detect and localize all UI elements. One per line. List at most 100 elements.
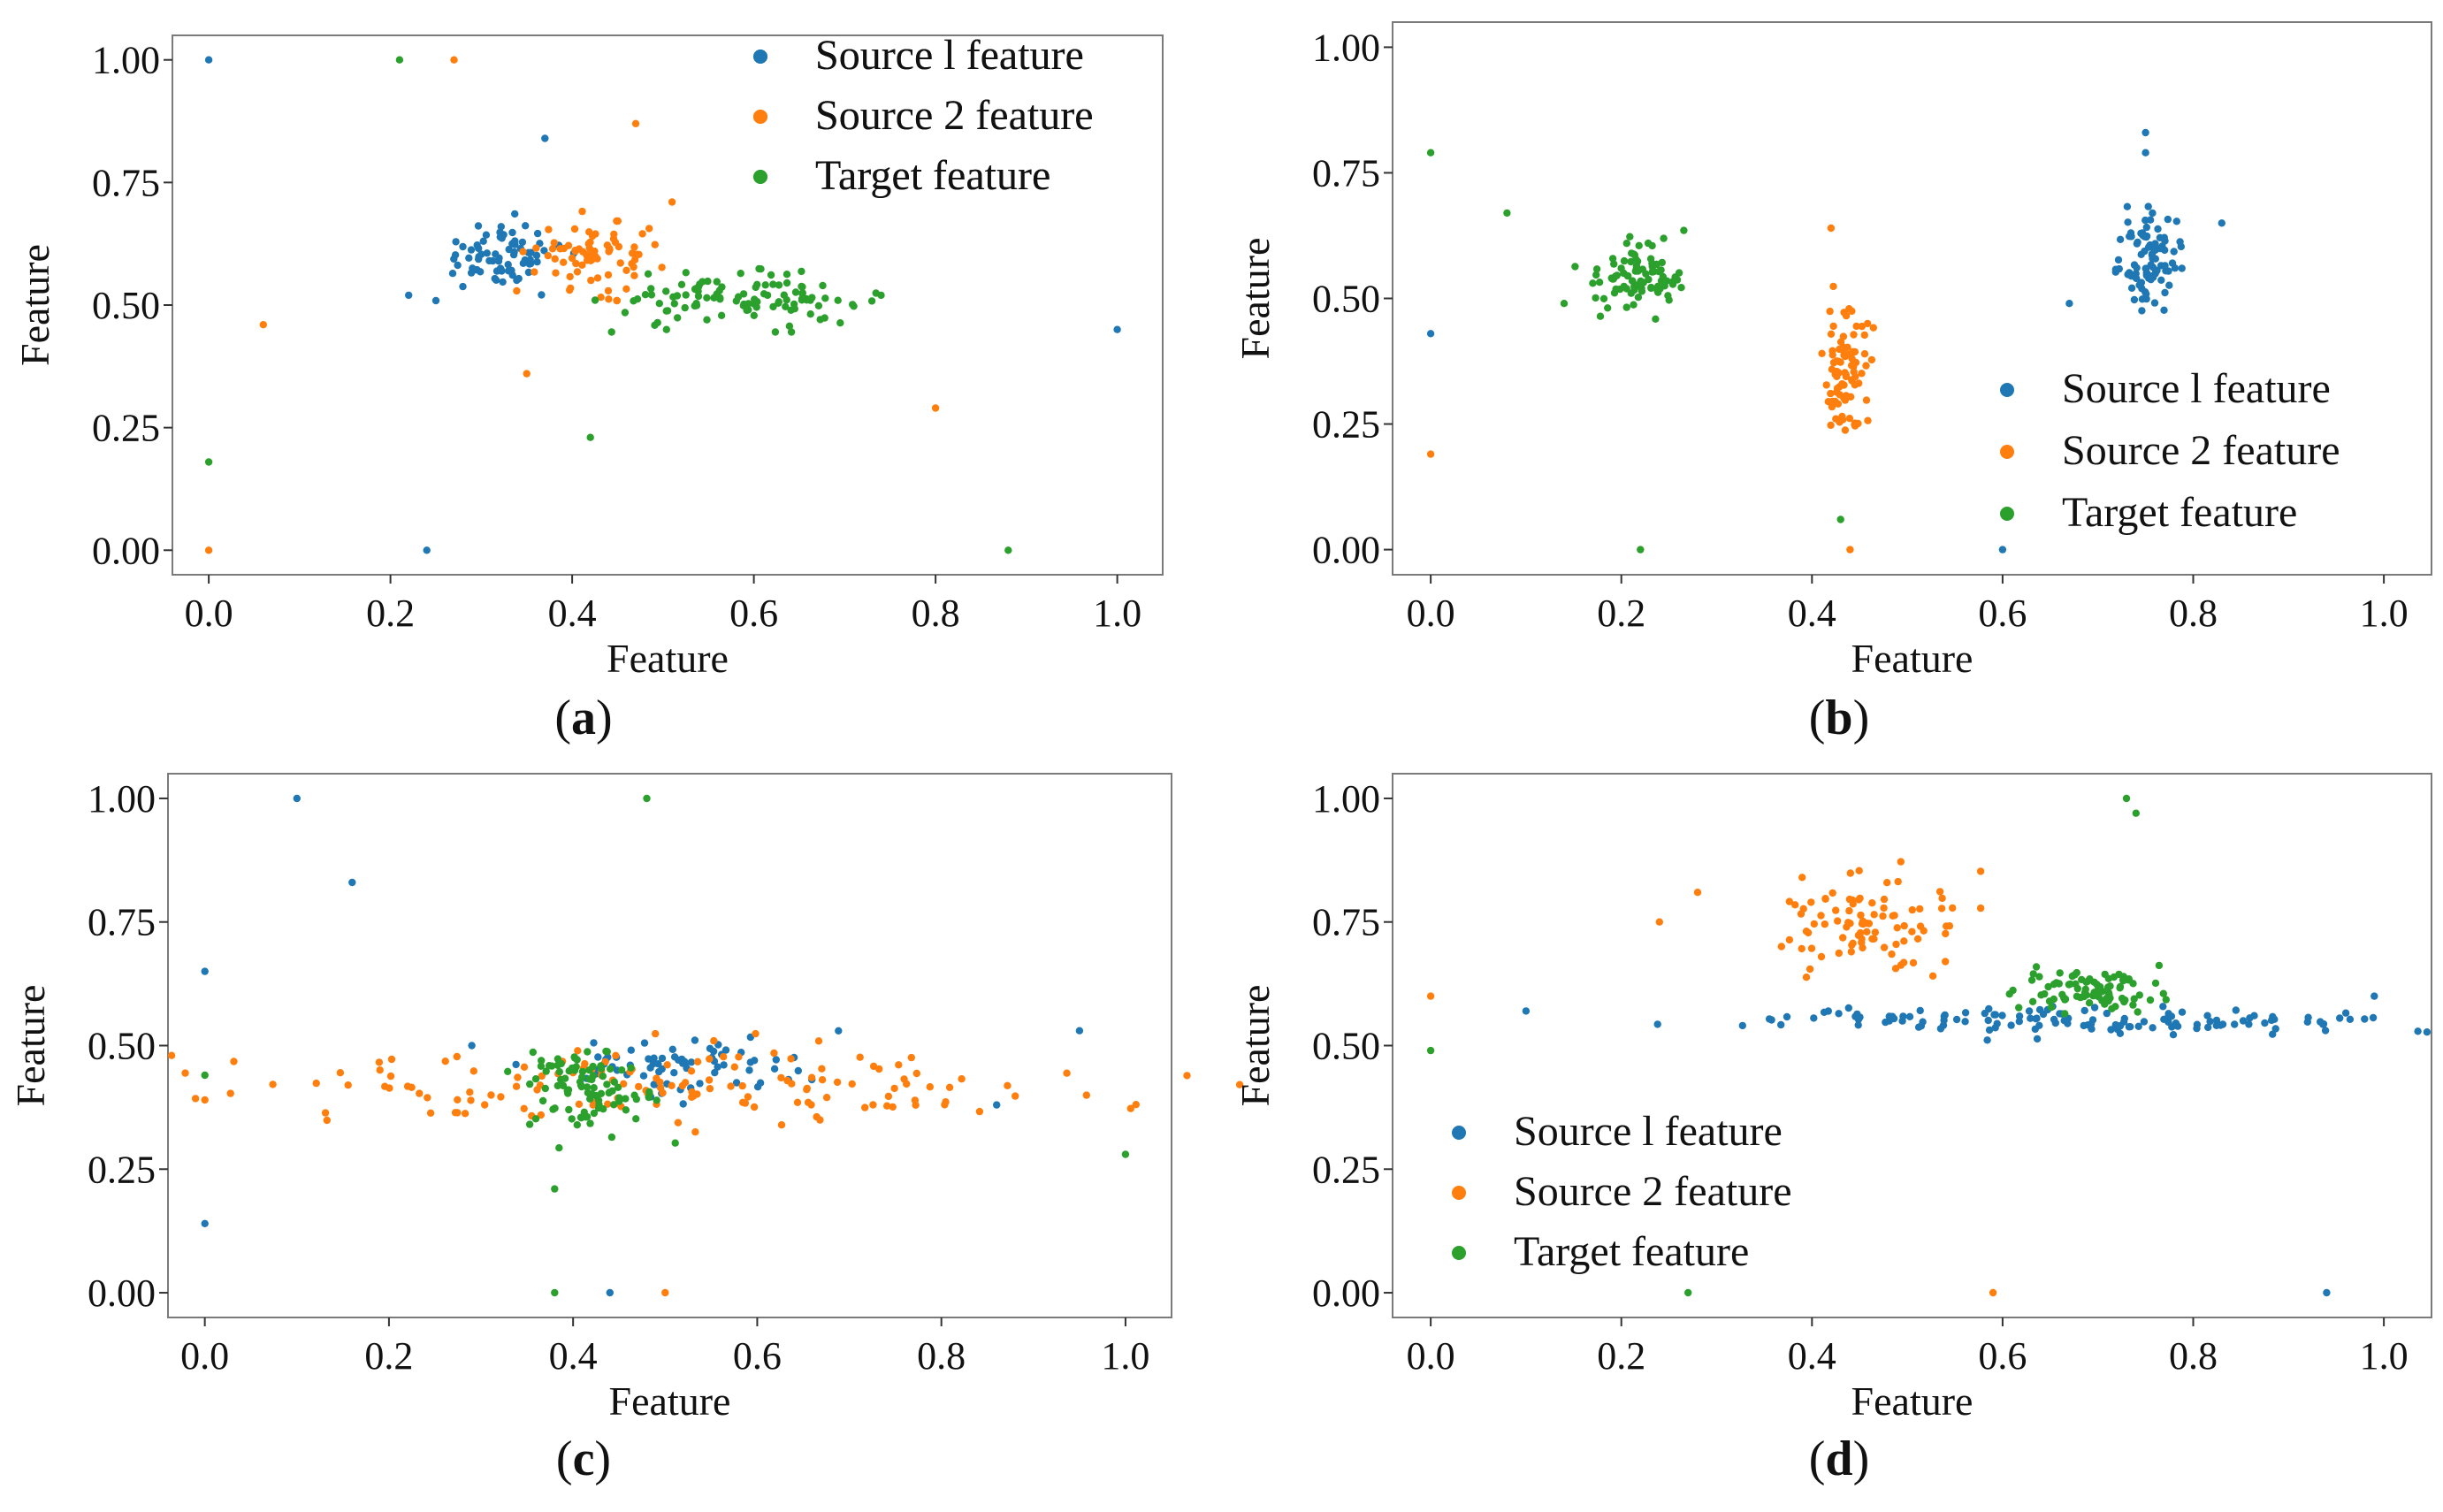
data-point bbox=[204, 56, 213, 64]
data-point bbox=[821, 294, 829, 302]
data-point bbox=[1616, 285, 1624, 294]
data-point bbox=[2149, 209, 2157, 218]
data-point bbox=[461, 1110, 470, 1118]
data-point bbox=[1638, 287, 1646, 295]
data-point bbox=[616, 259, 624, 267]
data-point bbox=[816, 1116, 824, 1124]
data-point bbox=[693, 1058, 702, 1066]
x-tick-label: 1.0 bbox=[2360, 1334, 2409, 1378]
data-point bbox=[1630, 301, 1638, 309]
data-point bbox=[732, 297, 740, 305]
data-point bbox=[706, 1085, 714, 1093]
data-point bbox=[2116, 235, 2125, 243]
data-point bbox=[2168, 259, 2177, 267]
data-point bbox=[1916, 1006, 1924, 1015]
data-point bbox=[1855, 896, 1863, 904]
legend-label: Source 2 feature bbox=[815, 92, 1094, 139]
data-point bbox=[204, 546, 213, 554]
data-point bbox=[1838, 380, 1846, 388]
data-point bbox=[1976, 867, 1985, 875]
data-point bbox=[1879, 912, 1887, 920]
data-point bbox=[2165, 281, 2173, 289]
data-point bbox=[1862, 362, 1870, 370]
data-point bbox=[2068, 972, 2076, 981]
data-point bbox=[703, 294, 711, 302]
data-point bbox=[2061, 995, 2070, 1004]
data-point bbox=[475, 255, 483, 263]
x-tick-label: 0.4 bbox=[548, 592, 597, 635]
data-point bbox=[1653, 286, 1661, 294]
data-point bbox=[877, 291, 885, 300]
data-point bbox=[1909, 958, 1918, 967]
data-point bbox=[376, 1066, 384, 1074]
data-point bbox=[538, 1096, 547, 1105]
data-point bbox=[1183, 1072, 1191, 1080]
data-point bbox=[259, 321, 267, 329]
data-point bbox=[1829, 322, 1837, 331]
data-point bbox=[696, 1080, 704, 1088]
data-point bbox=[614, 217, 622, 225]
y-tick-label: 1.00 bbox=[1312, 777, 1380, 821]
data-point bbox=[1864, 416, 1872, 424]
data-point bbox=[2035, 973, 2043, 981]
data-point bbox=[2065, 300, 2073, 308]
data-point bbox=[2125, 1023, 2134, 1031]
x-tick-label: 0.2 bbox=[1597, 592, 1645, 635]
data-point bbox=[835, 1027, 843, 1035]
data-point bbox=[693, 1090, 701, 1098]
data-point bbox=[2142, 232, 2151, 241]
data-point bbox=[651, 241, 659, 248]
data-point bbox=[201, 1219, 209, 1228]
data-point bbox=[1938, 894, 1946, 903]
legend-label: Source 2 feature bbox=[1514, 1168, 1792, 1215]
data-point bbox=[526, 256, 534, 263]
data-point bbox=[682, 269, 690, 277]
data-point bbox=[1836, 515, 1844, 523]
data-point bbox=[1664, 292, 1672, 300]
data-point bbox=[1846, 546, 1854, 554]
x-tick-label: 0.2 bbox=[1597, 1334, 1645, 1378]
data-point bbox=[1821, 920, 1828, 928]
data-point bbox=[2321, 1027, 2330, 1035]
data-point bbox=[2132, 809, 2140, 817]
data-point bbox=[1899, 1012, 1907, 1020]
data-point bbox=[485, 256, 493, 265]
data-point bbox=[645, 1090, 653, 1098]
data-point bbox=[790, 305, 798, 313]
data-point bbox=[650, 1081, 658, 1088]
data-point bbox=[2317, 1018, 2325, 1026]
data-point bbox=[633, 295, 642, 303]
data-point bbox=[571, 247, 579, 255]
data-point bbox=[423, 546, 431, 554]
data-point bbox=[622, 1095, 630, 1103]
data-point bbox=[655, 300, 663, 308]
data-point bbox=[869, 1101, 877, 1109]
data-point bbox=[574, 1047, 582, 1055]
data-point bbox=[1642, 270, 1650, 278]
data-point bbox=[1899, 958, 1908, 966]
data-point bbox=[552, 269, 560, 277]
data-point bbox=[226, 1089, 234, 1097]
data-point bbox=[1650, 267, 1658, 276]
data-point bbox=[525, 1120, 534, 1128]
data-point bbox=[453, 1052, 461, 1061]
x-axis-label: Feature bbox=[607, 636, 729, 681]
data-point bbox=[585, 1066, 593, 1074]
data-point bbox=[454, 1096, 462, 1104]
data-point bbox=[594, 1053, 602, 1061]
legend: Source l feature Source 2 feature Target f… bbox=[1452, 1108, 1792, 1275]
data-point bbox=[2050, 981, 2058, 989]
data-point bbox=[912, 1069, 921, 1078]
data-point bbox=[1592, 271, 1600, 279]
data-point bbox=[1835, 1010, 1843, 1018]
data-point bbox=[520, 1063, 529, 1072]
data-point bbox=[911, 1096, 920, 1104]
y-tick-label: 1.00 bbox=[1312, 26, 1380, 69]
data-point bbox=[1859, 943, 1867, 952]
data-point bbox=[553, 1081, 561, 1090]
data-point bbox=[2323, 1288, 2331, 1297]
data-point bbox=[1655, 918, 1664, 926]
data-point bbox=[775, 299, 783, 307]
data-point bbox=[1998, 546, 2007, 554]
data-point bbox=[777, 1073, 785, 1082]
